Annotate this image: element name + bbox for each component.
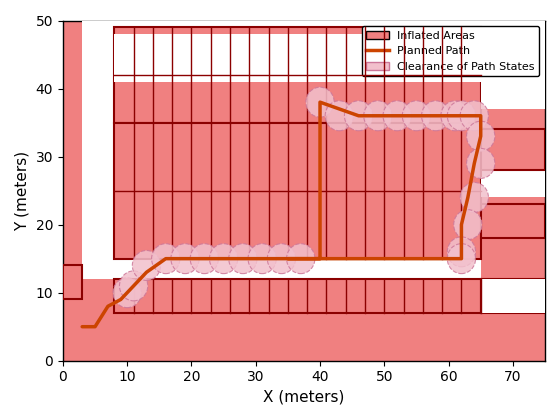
- Circle shape: [248, 244, 276, 273]
- Bar: [114, 27, 480, 123]
- Bar: [480, 177, 545, 197]
- Y-axis label: Y (meters): Y (meters): [15, 150, 30, 231]
- Circle shape: [287, 244, 315, 273]
- Circle shape: [466, 121, 495, 151]
- Circle shape: [152, 244, 180, 273]
- Bar: [480, 27, 545, 109]
- Circle shape: [447, 237, 475, 267]
- Circle shape: [119, 271, 148, 301]
- Circle shape: [344, 101, 373, 131]
- Bar: [114, 279, 480, 313]
- Circle shape: [447, 101, 475, 131]
- Bar: [63, 265, 82, 299]
- Circle shape: [460, 101, 488, 131]
- X-axis label: X (meters): X (meters): [263, 390, 344, 405]
- Circle shape: [447, 244, 475, 273]
- Circle shape: [441, 101, 469, 131]
- Bar: [480, 27, 545, 109]
- Bar: [480, 279, 545, 313]
- Circle shape: [364, 101, 392, 131]
- Bar: [480, 170, 545, 197]
- Circle shape: [466, 148, 495, 178]
- Circle shape: [460, 182, 488, 213]
- Circle shape: [113, 278, 141, 307]
- Circle shape: [402, 101, 431, 131]
- Bar: [82, 231, 114, 279]
- Legend: Inflated Areas, Planned Path, Clearance of Path States: Inflated Areas, Planned Path, Clearance …: [362, 26, 539, 76]
- Bar: [114, 34, 480, 82]
- Circle shape: [267, 244, 296, 273]
- Bar: [82, 21, 545, 75]
- Circle shape: [325, 101, 353, 131]
- Circle shape: [422, 101, 450, 131]
- Bar: [114, 27, 480, 82]
- Circle shape: [190, 244, 218, 273]
- Bar: [114, 123, 480, 259]
- Circle shape: [306, 87, 334, 117]
- Circle shape: [228, 244, 257, 273]
- Bar: [82, 27, 114, 259]
- Circle shape: [209, 244, 238, 273]
- Circle shape: [132, 250, 161, 281]
- Bar: [480, 204, 545, 238]
- Bar: [480, 279, 545, 313]
- Circle shape: [171, 244, 199, 273]
- Circle shape: [454, 210, 482, 239]
- Bar: [480, 279, 545, 313]
- Circle shape: [383, 101, 411, 131]
- Bar: [114, 259, 480, 279]
- Bar: [480, 129, 545, 170]
